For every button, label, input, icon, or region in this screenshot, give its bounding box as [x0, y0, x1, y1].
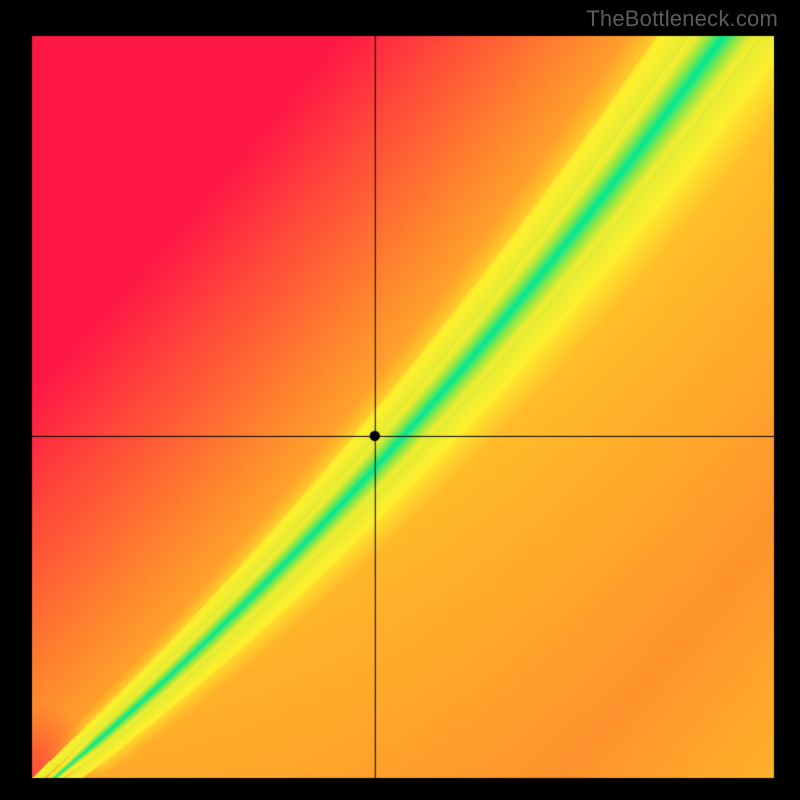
bottleneck-heatmap	[0, 0, 800, 800]
watermark-text: TheBottleneck.com	[586, 6, 778, 32]
